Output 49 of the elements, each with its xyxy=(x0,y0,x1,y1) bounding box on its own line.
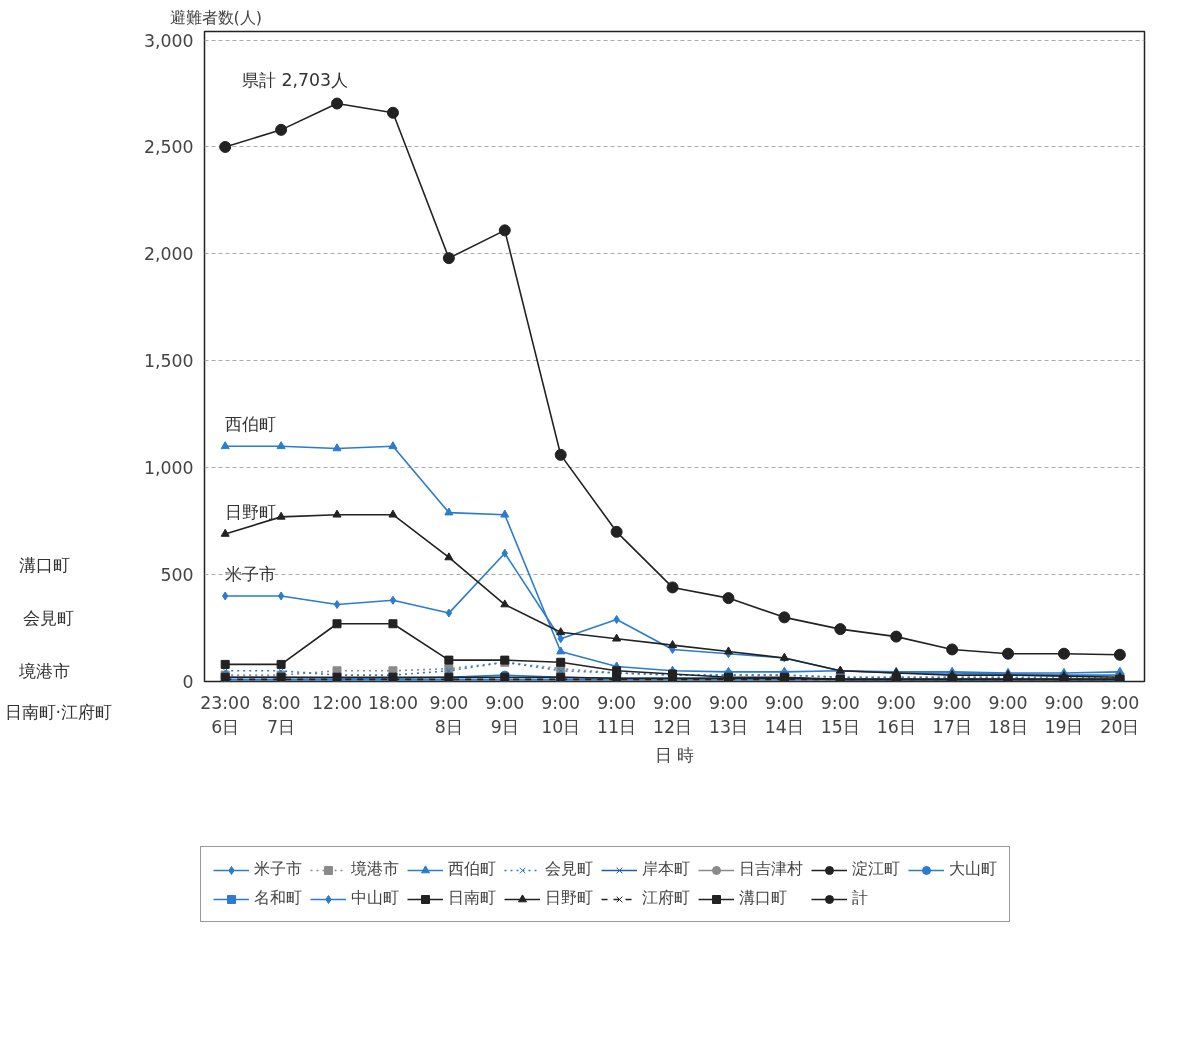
legend-label: 日吉津村 xyxy=(739,859,803,880)
x-tick-label: 9:00 14日 xyxy=(764,692,804,737)
x-tick-label: 9:00 10日 xyxy=(541,692,581,737)
x-tick-label: 9:00 15日 xyxy=(820,692,860,737)
legend-label: 淀江町 xyxy=(852,859,900,880)
annotation: 西伯町 xyxy=(225,414,277,435)
y-tick-label: 2,000 xyxy=(143,244,194,265)
x-tick-label: 9:00 11日 xyxy=(597,692,637,737)
annotation: 日野町 xyxy=(225,501,277,522)
legend-label: 岸本町 xyxy=(642,859,690,880)
legend-label: 会見町 xyxy=(545,859,593,880)
x-tick-label: 9:00 17日 xyxy=(932,692,972,737)
x-tick-label: 18:00 xyxy=(367,692,418,713)
x-tick-label: 9:00 13日 xyxy=(708,692,748,737)
x-tick-label: 9:00 9日 xyxy=(485,692,525,737)
x-tick-label: 9:00 12日 xyxy=(653,692,693,737)
x-tick-label: 8:00 7日 xyxy=(261,692,301,737)
text: 会見町 xyxy=(22,608,74,629)
legend-label: 境港市 xyxy=(351,859,399,880)
text: 溝口町 xyxy=(18,554,70,575)
legend-label: 西伯町 xyxy=(448,859,496,880)
text: 日南町·江府町 xyxy=(4,702,113,723)
legend-label: 名和町 xyxy=(254,888,302,909)
legend-label: 計 xyxy=(852,888,869,909)
annotation: 県計 2,703人 xyxy=(242,69,349,90)
x-tick-label: 23:00 6日 xyxy=(200,692,251,737)
legend-label: 日野町 xyxy=(545,888,593,909)
legend-label: 日南町 xyxy=(448,888,496,909)
y-tick-label: 1,500 xyxy=(143,351,194,372)
y-tick-label: 2,500 xyxy=(143,137,194,158)
legend-label: 米子市 xyxy=(254,859,302,880)
legend-label: 江府町 xyxy=(642,888,690,909)
y-tick-label: 3,000 xyxy=(143,30,194,51)
x-tick-label: 12:00 xyxy=(312,692,362,713)
y-tick-label: 0 xyxy=(182,672,194,692)
x-axis-title: 日 時 xyxy=(654,744,695,765)
y-tick-label: 500 xyxy=(160,565,194,586)
legend-label: 中山町 xyxy=(351,888,399,909)
legend-label: 大山町 xyxy=(949,859,997,880)
x-tick-label: 9:00 18日 xyxy=(988,692,1028,737)
annotation: 米子市 xyxy=(225,563,277,584)
y-tick-label: 1,000 xyxy=(143,458,194,479)
x-tick-label: 9:00 16日 xyxy=(876,692,916,737)
legend-label: 溝口町 xyxy=(739,888,787,909)
y-axis-title: 避難者数(人) xyxy=(169,7,262,27)
x-tick-label: 9:00 19日 xyxy=(1044,692,1084,737)
x-tick-label: 9:00 20日 xyxy=(1100,692,1140,737)
text: 境港市 xyxy=(17,661,70,682)
x-tick-label: 9:00 8日 xyxy=(429,692,469,737)
